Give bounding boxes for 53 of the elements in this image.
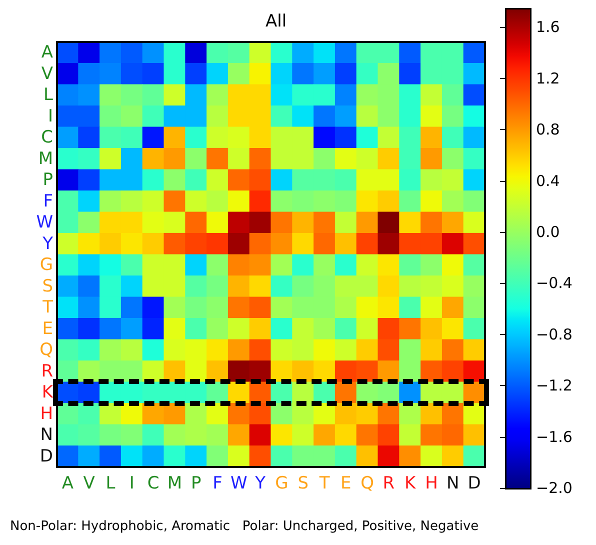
x-tick-label: K <box>404 474 417 494</box>
y-tick-label: T <box>42 298 54 318</box>
color-bar-label: 0.8 <box>536 120 560 139</box>
y-tick-label: P <box>42 170 53 190</box>
y-tick-label: C <box>41 128 53 148</box>
y-tick-label: E <box>42 318 53 339</box>
y-tick-label: K <box>42 382 54 403</box>
y-tick-label: V <box>41 64 54 84</box>
x-tick-label: F <box>212 474 222 494</box>
y-tick-label: N <box>40 425 53 446</box>
color-bar-label: −1.6 <box>536 428 572 446</box>
color-bar-label: −2.0 <box>536 479 572 497</box>
color-bar-label: −0.4 <box>536 274 572 292</box>
x-tick-label: S <box>298 474 308 494</box>
x-tick-label: G <box>275 474 288 494</box>
color-bar-label: 1.6 <box>536 18 560 36</box>
x-tick-label: V <box>83 474 96 494</box>
y-tick-label: I <box>48 106 53 126</box>
x-tick-label: Y <box>254 474 266 494</box>
y-tick-label: Y <box>42 234 54 254</box>
y-tick-label: M <box>38 148 53 169</box>
text: Non-Polar: Hydrophobic, Aromatic <box>10 519 230 534</box>
text: Polar: Uncharged, Positive, Negative <box>242 519 479 534</box>
x-tick-label: T <box>318 474 330 494</box>
color-bar-label: −0.8 <box>536 325 572 344</box>
x-tick-label: R <box>382 474 395 494</box>
y-tick-label: G <box>40 255 53 276</box>
x-tick-label: N <box>446 474 460 494</box>
y-tick-label: A <box>41 42 54 63</box>
y-tick-label: S <box>42 276 53 296</box>
x-tick-label: A <box>62 474 74 494</box>
color-bar-label: 0.0 <box>536 223 560 241</box>
y-tick-label: F <box>43 191 53 212</box>
y-tick-label: R <box>41 361 54 382</box>
x-tick-label: Q <box>360 474 374 494</box>
x-tick-label: C <box>147 474 160 494</box>
x-tick-label: W <box>230 474 248 494</box>
x-tick-label: I <box>129 474 134 494</box>
x-tick-label: P <box>190 474 202 494</box>
chart-title: All <box>265 12 287 32</box>
x-tick-label: E <box>340 474 352 494</box>
x-tick-label: H <box>425 474 438 494</box>
x-tick-label: M <box>167 474 182 494</box>
color-bar-label: 0.4 <box>536 172 560 190</box>
y-tick-label: D <box>40 446 53 466</box>
y-tick-label: W <box>36 212 54 233</box>
x-tick-label: D <box>468 474 481 494</box>
color-bar-label: 1.2 <box>536 69 560 88</box>
x-tick-label: L <box>106 474 116 494</box>
y-tick-label: L <box>44 85 54 106</box>
y-tick-label: H <box>40 404 53 424</box>
y-tick-label: Q <box>40 340 53 360</box>
color-bar-label: −1.2 <box>536 376 572 395</box>
